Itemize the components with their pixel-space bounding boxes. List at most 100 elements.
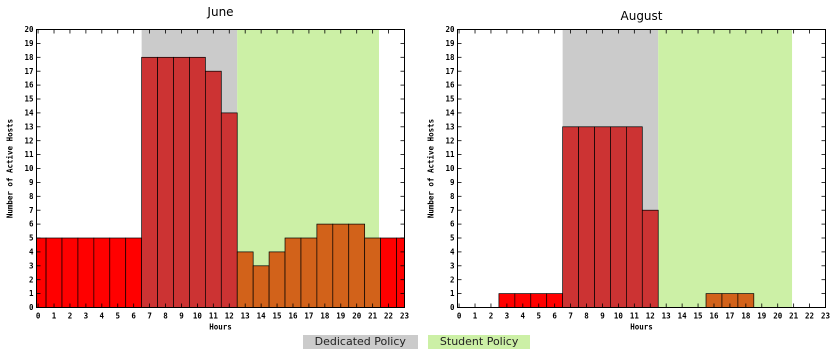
bar-hour-17 [300, 237, 318, 308]
bar-hour-2 [61, 237, 79, 308]
y-tick-label: 20 [24, 25, 34, 34]
x-tick-label: 18 [320, 312, 330, 321]
bar-hour-10 [189, 56, 206, 308]
x-tick-label: 0 [36, 312, 41, 321]
y-tick-label: 1 [29, 289, 34, 298]
x-tick-label: 3 [84, 312, 89, 321]
x-tick-label: 14 [257, 312, 267, 321]
y-tick-label: 12 [24, 136, 33, 145]
y-tick-label: 16 [24, 81, 34, 90]
y-tick-label: 15 [24, 95, 33, 104]
x-tick-label: 2 [489, 312, 494, 321]
y-tick-label: 5 [450, 234, 455, 243]
x-tick-label: 11 [209, 312, 219, 321]
bar-hour-20 [348, 223, 366, 308]
y-tick-label: 15 [445, 95, 454, 104]
bar-hour-7 [141, 56, 158, 308]
bar-hour-19 [332, 223, 350, 308]
x-tick-label: 20 [352, 312, 362, 321]
region-student-policy [658, 29, 793, 308]
legend-student-policy: Student Policy [427, 335, 531, 349]
x-tick-label: 19 [757, 312, 767, 321]
x-tick-label: 0 [457, 312, 462, 321]
bar-hour-14 [252, 265, 270, 308]
y-tick-label: 17 [24, 67, 33, 76]
chart-title: June [206, 5, 233, 19]
y-tick-label: 0 [29, 303, 34, 312]
y-axis-label: Number of Active Hosts [427, 119, 436, 218]
bar-hour-0 [36, 237, 47, 308]
y-tick-label: 7 [29, 206, 34, 215]
y-axis-label: Number of Active Hosts [6, 119, 15, 218]
y-tick-label: 6 [450, 220, 455, 229]
bar-hour-1 [45, 237, 63, 308]
y-tick-label: 8 [29, 192, 34, 201]
bar-hour-9 [173, 56, 190, 308]
x-tick-label: 8 [584, 312, 589, 321]
y-tick-label: 11 [24, 150, 34, 159]
x-tick-label: 3 [505, 312, 510, 321]
x-tick-label: 15 [694, 312, 703, 321]
y-tick-label: 4 [450, 248, 455, 257]
x-tick-label: 13 [662, 312, 672, 321]
x-tick-label: 10 [614, 312, 624, 321]
chart-title: August [621, 9, 663, 23]
x-tick-label: 5 [536, 312, 541, 321]
y-tick-label: 10 [445, 164, 455, 173]
y-tick-label: 10 [24, 164, 34, 173]
x-tick-label: 20 [773, 312, 783, 321]
bar-hour-18 [316, 223, 334, 308]
y-tick-label: 20 [445, 25, 455, 34]
x-tick-label: 8 [163, 312, 168, 321]
x-tick-label: 17 [725, 312, 734, 321]
bar-hour-11 [626, 126, 643, 308]
x-tick-label: 14 [678, 312, 688, 321]
bar-hour-9 [594, 126, 611, 308]
x-tick-label: 1 [473, 312, 478, 321]
bar-hour-12 [641, 209, 659, 308]
y-tick-label: 19 [24, 39, 34, 48]
y-tick-label: 9 [450, 178, 455, 187]
y-tick-label: 3 [29, 261, 34, 270]
x-tick-label: 22 [805, 312, 814, 321]
legend-dedicated-policy: Dedicated Policy [302, 335, 418, 349]
x-tick-label: 1 [52, 312, 57, 321]
x-tick-label: 5 [115, 312, 120, 321]
x-tick-label: 9 [179, 312, 184, 321]
y-tick-label: 14 [445, 109, 455, 118]
x-tick-label: 2 [68, 312, 73, 321]
bar-hour-13 [236, 251, 254, 308]
bar-hour-10 [610, 126, 627, 308]
x-tick-label: 6 [131, 312, 136, 321]
x-tick-label: 16 [709, 312, 719, 321]
x-tick-label: 12 [225, 312, 234, 321]
bar-hour-21 [364, 237, 381, 308]
y-tick-label: 9 [29, 178, 34, 187]
x-axis-label: Hours [209, 323, 232, 332]
x-tick-label: 19 [336, 312, 346, 321]
bar-hour-16 [284, 237, 302, 308]
x-tick-label: 7 [147, 312, 152, 321]
x-tick-label: 12 [646, 312, 655, 321]
y-tick-label: 8 [450, 192, 455, 201]
x-tick-label: 7 [568, 312, 573, 321]
x-tick-label: 18 [741, 312, 751, 321]
x-tick-label: 21 [789, 312, 799, 321]
x-tick-label: 16 [288, 312, 298, 321]
bar-hour-15 [268, 251, 286, 308]
x-tick-label: 13 [241, 312, 251, 321]
y-tick-label: 14 [24, 109, 34, 118]
bar-hour-8 [578, 126, 595, 308]
y-tick-label: 18 [24, 53, 34, 62]
y-tick-label: 19 [445, 39, 455, 48]
x-tick-label: 9 [600, 312, 605, 321]
y-tick-label: 16 [445, 81, 455, 90]
bar-hour-5 [109, 237, 127, 308]
y-tick-label: 2 [29, 275, 34, 284]
x-tick-label: 4 [100, 312, 105, 321]
bar-hour-4 [93, 237, 111, 308]
x-tick-label: 22 [384, 312, 393, 321]
y-tick-label: 2 [450, 275, 455, 284]
